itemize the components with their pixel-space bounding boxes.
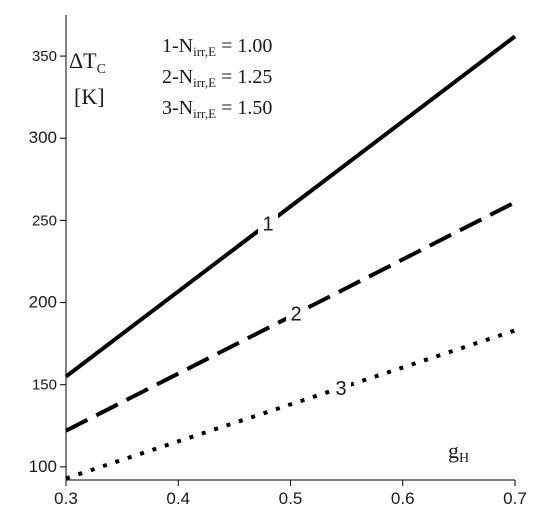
x-ticks: 0.3 0.4 0.5 0.6 0.7 [54, 480, 527, 508]
x-axis-label: gH [448, 438, 469, 466]
curve-label-2: 2 [291, 304, 302, 326]
curve-label-bg [286, 301, 307, 324]
svg-text:gH: gH [448, 438, 469, 466]
y-tick-label: 150 [32, 377, 57, 394]
plot-area [65, 15, 515, 481]
y-label-main: ΔT [69, 48, 97, 73]
curve-labels: 1 2 3 [258, 211, 352, 400]
x-tick-label: 0.7 [503, 489, 527, 508]
x-tick-label: 0.3 [54, 489, 78, 508]
y-tick-label: 300 [29, 128, 57, 147]
y-tick-label: 200 [29, 293, 57, 312]
x-label-main: g [448, 438, 459, 463]
series-line-3 [65, 328, 516, 481]
y-label-unit: [K] [74, 84, 105, 109]
curve-label-bg [331, 375, 352, 398]
svg-text:ΔTC: ΔTC [69, 48, 106, 77]
series-lines [64, 34, 517, 481]
curve-label-3: 3 [335, 378, 346, 400]
curve-label-1: 1 [262, 213, 273, 235]
x-label-sub: H [459, 451, 469, 466]
y-label-sub: C [97, 62, 106, 77]
x-tick-label: 0.4 [166, 489, 190, 508]
legend-entry-3: 3-Nirr,E = 1.50 [162, 97, 272, 121]
y-tick-label: 100 [29, 457, 57, 476]
y-axis-label: ΔTC [K] [69, 48, 106, 109]
curve-label-bg [258, 211, 279, 234]
legend-entry-2: 2-Nirr,E = 1.25 [162, 66, 272, 90]
x-tick-label: 0.6 [391, 489, 415, 508]
y-ticks: 100 150 200 250 300 350 [29, 48, 66, 476]
series-line-1 [64, 34, 517, 379]
legend: 1-Nirr,E = 1.00 2-Nirr,E = 1.25 3-Nirr,E… [162, 35, 272, 121]
legend-entry-1: 1-Nirr,E = 1.00 [162, 35, 272, 59]
x-tick-label: 0.5 [279, 489, 303, 508]
y-tick-label: 250 [32, 212, 57, 229]
y-tick-label: 350 [32, 48, 57, 65]
